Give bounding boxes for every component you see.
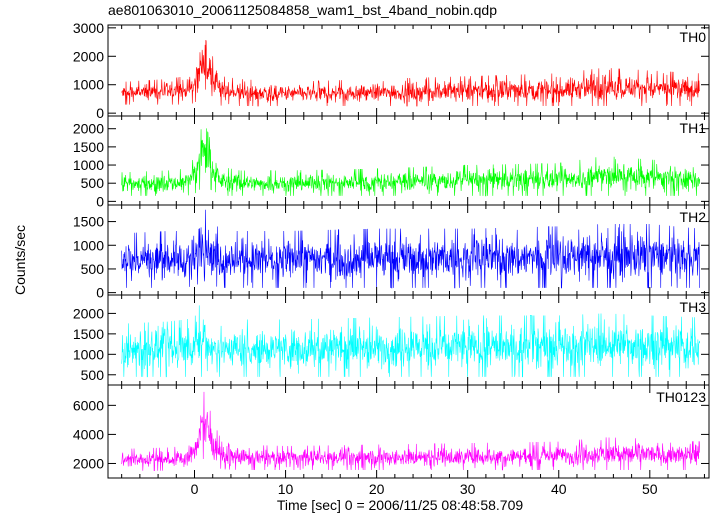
y-tick-label: 1000	[73, 237, 104, 253]
panel-label: TH3	[680, 299, 707, 315]
x-tick-label: 0	[191, 481, 199, 497]
panel-label: TH0	[680, 29, 707, 45]
series-line-th3	[121, 305, 701, 378]
chart-title: ae801063010_20061125084858_wam1_bst_4ban…	[108, 2, 497, 18]
y-tick-label: 1500	[73, 326, 104, 342]
y-tick-label: 500	[81, 175, 105, 191]
series-line-th0	[121, 39, 700, 107]
y-tick-label: 1500	[73, 139, 104, 155]
x-tick-label: 20	[369, 481, 385, 497]
y-tick-label: 1000	[73, 346, 104, 362]
y-tick-label: 1000	[73, 77, 104, 93]
y-tick-label: 1000	[73, 157, 104, 173]
panel-label: TH1	[680, 120, 707, 136]
x-tick-label: 30	[460, 481, 476, 497]
y-tick-label: 4000	[73, 426, 104, 442]
x-tick-label: 10	[278, 481, 294, 497]
y-tick-label: 0	[96, 193, 104, 209]
y-tick-label: 6000	[73, 397, 104, 413]
y-tick-label: 2000	[73, 48, 104, 64]
y-tick-label: 3000	[73, 20, 104, 36]
y-tick-label: 2000	[73, 305, 104, 321]
y-tick-label: 500	[81, 367, 105, 383]
y-tick-label: 2000	[73, 455, 104, 471]
series-line-th0123	[121, 391, 701, 472]
panel-label: TH0123	[656, 389, 706, 405]
y-tick-label: 1500	[73, 214, 104, 230]
y-tick-label: 500	[81, 261, 105, 277]
y-tick-label: 0	[96, 105, 104, 121]
panel-frame-th0123	[107, 384, 710, 479]
series-line-th2	[121, 209, 701, 289]
y-tick-label: 0	[96, 285, 104, 301]
panel-frame-th1	[107, 115, 710, 206]
x-tick-label: 50	[642, 481, 658, 497]
x-tick-label: 40	[551, 481, 567, 497]
x-axis-label: Time [sec] 0 = 2006/11/25 08:48:58.709	[276, 497, 524, 513]
series-line-th1	[121, 128, 701, 197]
y-tick-label: 2000	[73, 121, 104, 137]
panel-label: TH2	[680, 209, 707, 225]
